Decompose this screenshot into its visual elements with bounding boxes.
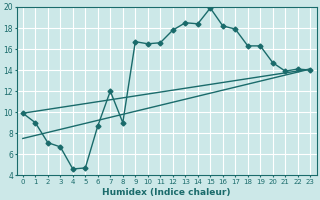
X-axis label: Humidex (Indice chaleur): Humidex (Indice chaleur)	[102, 188, 231, 197]
